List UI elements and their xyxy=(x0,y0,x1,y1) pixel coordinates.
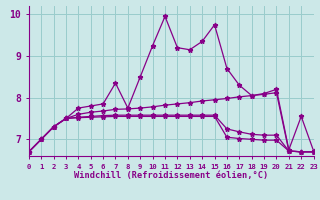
X-axis label: Windchill (Refroidissement éolien,°C): Windchill (Refroidissement éolien,°C) xyxy=(74,171,268,180)
